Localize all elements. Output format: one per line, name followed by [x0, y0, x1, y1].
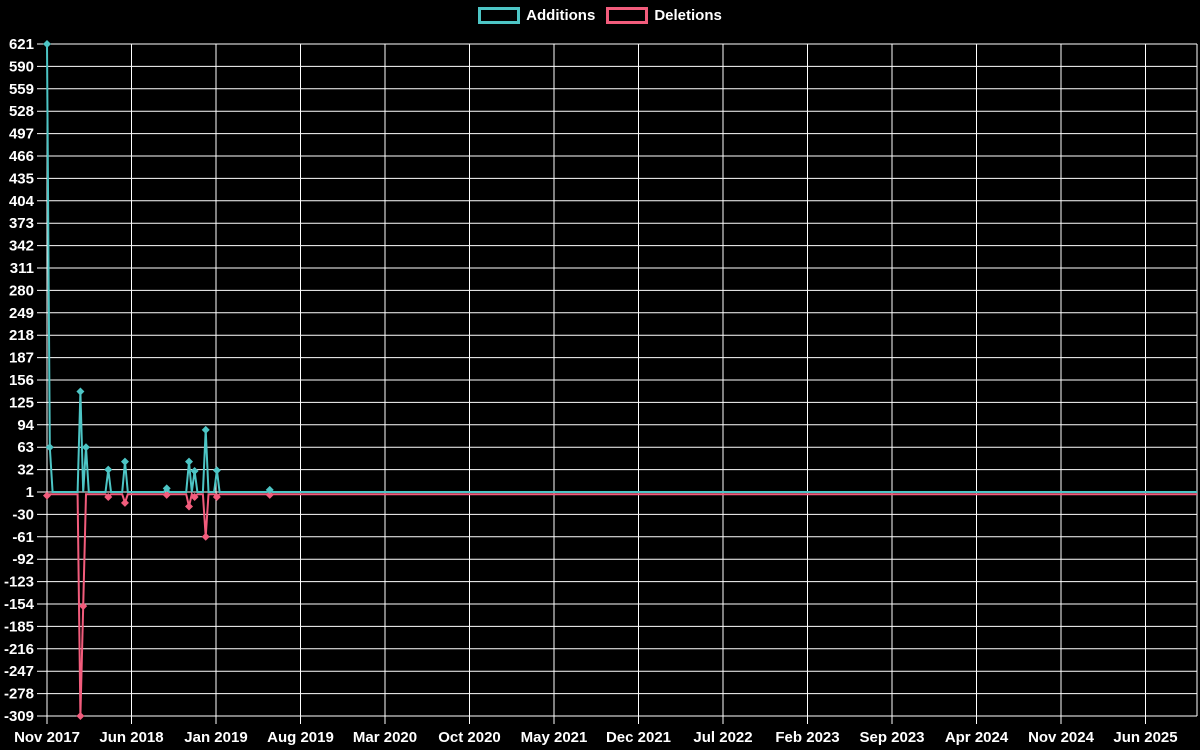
- y-tick-label: 63: [17, 439, 34, 456]
- x-tick-label: Mar 2020: [353, 729, 417, 746]
- deletions-line: [46, 492, 1197, 717]
- x-tick-label: Dec 2021: [606, 729, 671, 746]
- y-tick-label: 404: [9, 193, 35, 210]
- y-tick-label: -247: [4, 663, 34, 680]
- deletions-point-marker[interactable]: [76, 712, 85, 720]
- y-tick-label: 311: [10, 260, 34, 277]
- y-tick-label: -123: [4, 574, 34, 591]
- y-tick-label: 559: [9, 81, 34, 98]
- y-tick-label: -154: [4, 596, 35, 613]
- y-tick-label: -216: [4, 641, 34, 658]
- x-tick-label: Jan 2019: [184, 729, 247, 746]
- legend-item-additions[interactable]: Additions: [478, 7, 595, 24]
- y-tick-label: -30: [12, 506, 34, 523]
- x-tick-label: May 2021: [521, 729, 588, 746]
- deletions-point-marker[interactable]: [104, 493, 113, 502]
- legend-item-deletions[interactable]: Deletions: [606, 7, 722, 24]
- y-tick-label: 1: [26, 484, 34, 501]
- additions-swatch-icon: [478, 7, 521, 24]
- additions-point-marker[interactable]: [120, 457, 129, 466]
- deletions-point-marker[interactable]: [43, 491, 51, 500]
- y-tick-label: 218: [9, 327, 34, 344]
- deletions-point-marker[interactable]: [265, 490, 274, 499]
- x-tick-label: Apr 2024: [945, 729, 1009, 746]
- grid: [37, 43, 1198, 724]
- additions-point-marker[interactable]: [185, 457, 194, 466]
- y-tick-label: -278: [4, 686, 34, 703]
- additions-point-marker[interactable]: [162, 484, 171, 493]
- x-tick-label: Jun 2018: [99, 729, 163, 746]
- additions-point-marker[interactable]: [201, 425, 210, 434]
- additions-point-marker[interactable]: [81, 443, 90, 452]
- x-tick-label: Sep 2023: [859, 729, 924, 746]
- legend-label-deletions: Deletions: [654, 7, 722, 24]
- deletions-point-marker[interactable]: [212, 493, 221, 502]
- x-tick-label: Aug 2019: [267, 729, 334, 746]
- deletions-point-marker[interactable]: [185, 502, 194, 511]
- x-tick-label: Jul 2022: [693, 729, 752, 746]
- x-tick-label: Nov 2017: [14, 729, 80, 746]
- y-tick-label: 528: [9, 103, 34, 120]
- additions-point-marker[interactable]: [43, 40, 51, 48]
- x-tick-label: Feb 2023: [775, 729, 839, 746]
- y-tick-label: 342: [9, 238, 34, 255]
- chart-legend: Additions Deletions: [0, 7, 1200, 24]
- y-tick-label: -92: [12, 551, 34, 568]
- legend-label-additions: Additions: [526, 7, 596, 24]
- additions-point-marker[interactable]: [265, 485, 274, 494]
- x-tick-label: Jun 2025: [1113, 729, 1177, 746]
- additions-line: [46, 43, 1197, 493]
- y-tick-label: 32: [17, 462, 34, 479]
- deletions-point-marker[interactable]: [190, 493, 199, 502]
- additions-point-marker[interactable]: [45, 443, 54, 452]
- deletions-swatch-icon: [606, 7, 649, 24]
- y-tick-label: 125: [9, 394, 34, 411]
- y-tick-label: -309: [4, 708, 34, 725]
- x-tick-label: Oct 2020: [438, 729, 501, 746]
- deletions-point-marker[interactable]: [120, 498, 129, 507]
- y-tick-label: -185: [4, 618, 34, 635]
- y-tick-label: 621: [9, 36, 34, 53]
- deletions-point-marker[interactable]: [79, 602, 88, 611]
- y-tick-label: 280: [9, 282, 34, 299]
- deletions-point-marker[interactable]: [162, 490, 171, 499]
- y-tick-label: 156: [9, 372, 34, 389]
- y-tick-label: 249: [9, 305, 34, 322]
- y-tick-label: 373: [9, 215, 34, 232]
- y-tick-label: 187: [9, 350, 34, 367]
- additions-point-marker[interactable]: [190, 467, 199, 476]
- additions-point-marker[interactable]: [104, 465, 113, 474]
- y-tick-label: 94: [17, 417, 34, 434]
- x-tick-label: Nov 2024: [1028, 729, 1095, 746]
- additions-point-marker[interactable]: [76, 387, 85, 396]
- y-tick-label: -61: [12, 529, 34, 546]
- y-tick-label: 466: [9, 148, 34, 165]
- additions-point-marker[interactable]: [212, 466, 221, 475]
- deletions-point-marker[interactable]: [201, 532, 210, 541]
- y-tick-label: 435: [9, 170, 34, 187]
- y-tick-label: 497: [9, 126, 34, 143]
- y-tick-label: 590: [9, 58, 34, 75]
